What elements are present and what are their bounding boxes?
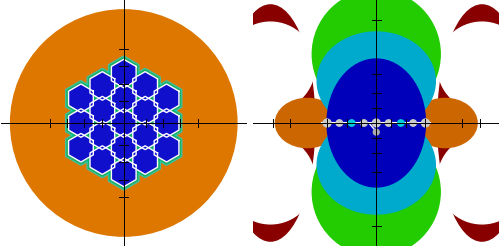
Polygon shape [154, 109, 178, 137]
Polygon shape [90, 146, 114, 174]
Ellipse shape [246, 89, 295, 157]
Ellipse shape [226, 5, 315, 241]
Polygon shape [112, 134, 136, 162]
Circle shape [398, 120, 404, 126]
Polygon shape [133, 146, 158, 174]
Circle shape [323, 119, 331, 127]
Ellipse shape [317, 32, 436, 130]
Circle shape [410, 120, 416, 126]
Circle shape [10, 10, 237, 236]
Ellipse shape [438, 5, 500, 241]
Polygon shape [90, 121, 114, 149]
Polygon shape [112, 84, 136, 112]
Polygon shape [112, 60, 136, 88]
Circle shape [372, 119, 380, 127]
Ellipse shape [276, 98, 340, 148]
Circle shape [348, 120, 355, 126]
Polygon shape [154, 134, 178, 162]
Ellipse shape [317, 116, 436, 214]
Circle shape [386, 120, 392, 126]
Circle shape [226, 135, 315, 224]
Circle shape [336, 120, 342, 126]
Polygon shape [133, 72, 158, 100]
Ellipse shape [413, 98, 477, 148]
Circle shape [422, 119, 430, 127]
Circle shape [226, 22, 315, 111]
Polygon shape [133, 121, 158, 149]
Polygon shape [90, 72, 114, 100]
Circle shape [438, 22, 500, 111]
Circle shape [361, 120, 367, 126]
Ellipse shape [312, 0, 440, 118]
Ellipse shape [312, 128, 440, 246]
Ellipse shape [458, 89, 500, 157]
Polygon shape [69, 109, 93, 137]
Polygon shape [154, 84, 178, 112]
Polygon shape [69, 84, 93, 112]
Circle shape [438, 135, 500, 224]
Ellipse shape [327, 59, 426, 187]
Polygon shape [112, 158, 136, 186]
Polygon shape [133, 97, 158, 125]
Circle shape [374, 129, 379, 135]
Polygon shape [90, 97, 114, 125]
Polygon shape [112, 109, 136, 137]
Polygon shape [69, 134, 93, 162]
